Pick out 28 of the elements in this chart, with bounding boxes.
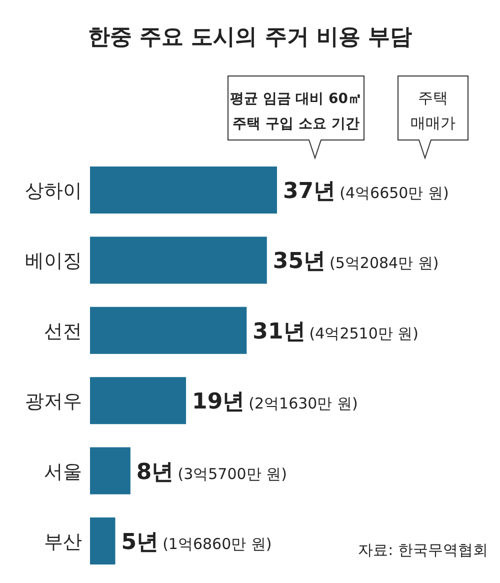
data-label: 35년 xyxy=(272,249,326,274)
bar xyxy=(90,377,186,424)
data-label: 5년 xyxy=(121,530,159,555)
y-tick-label: 상하이 xyxy=(25,180,82,202)
annotation: (1억6860만 원) xyxy=(162,534,272,553)
annotation: (3억5700만 원) xyxy=(178,464,287,483)
bar xyxy=(90,517,116,564)
data-label: 8년 xyxy=(136,460,174,485)
callout-box: 평균 임금 대비 60㎡ 주택 구입 소요 기간 xyxy=(228,76,364,160)
text: (4억6650만 원) xyxy=(340,184,449,202)
y-tick-label: 베이징 xyxy=(25,250,82,272)
bar xyxy=(90,447,130,494)
y-tick-label: 부산 xyxy=(44,530,82,553)
bar xyxy=(90,306,247,354)
text: 자료: 한국무역협회 xyxy=(358,541,488,559)
y-tick-label: 광저우 xyxy=(25,390,82,413)
chart-title: 한중 주요 도시의 주거 비용 부담 xyxy=(88,25,412,50)
text: (4억2510만 원) xyxy=(309,324,419,342)
data-label: 19년 xyxy=(192,390,245,415)
text: (5억2084만 원) xyxy=(330,254,439,272)
y-tick-label: 선전 xyxy=(44,320,82,342)
callout-box: 주택 매매가 xyxy=(398,76,468,160)
bar xyxy=(90,236,267,284)
y-tick-label: 서울 xyxy=(44,460,82,483)
data-label: 37년 xyxy=(283,179,336,204)
bar xyxy=(90,166,277,214)
annotation: (2억1630만 원) xyxy=(248,394,358,413)
data-label: 31년 xyxy=(252,319,306,344)
